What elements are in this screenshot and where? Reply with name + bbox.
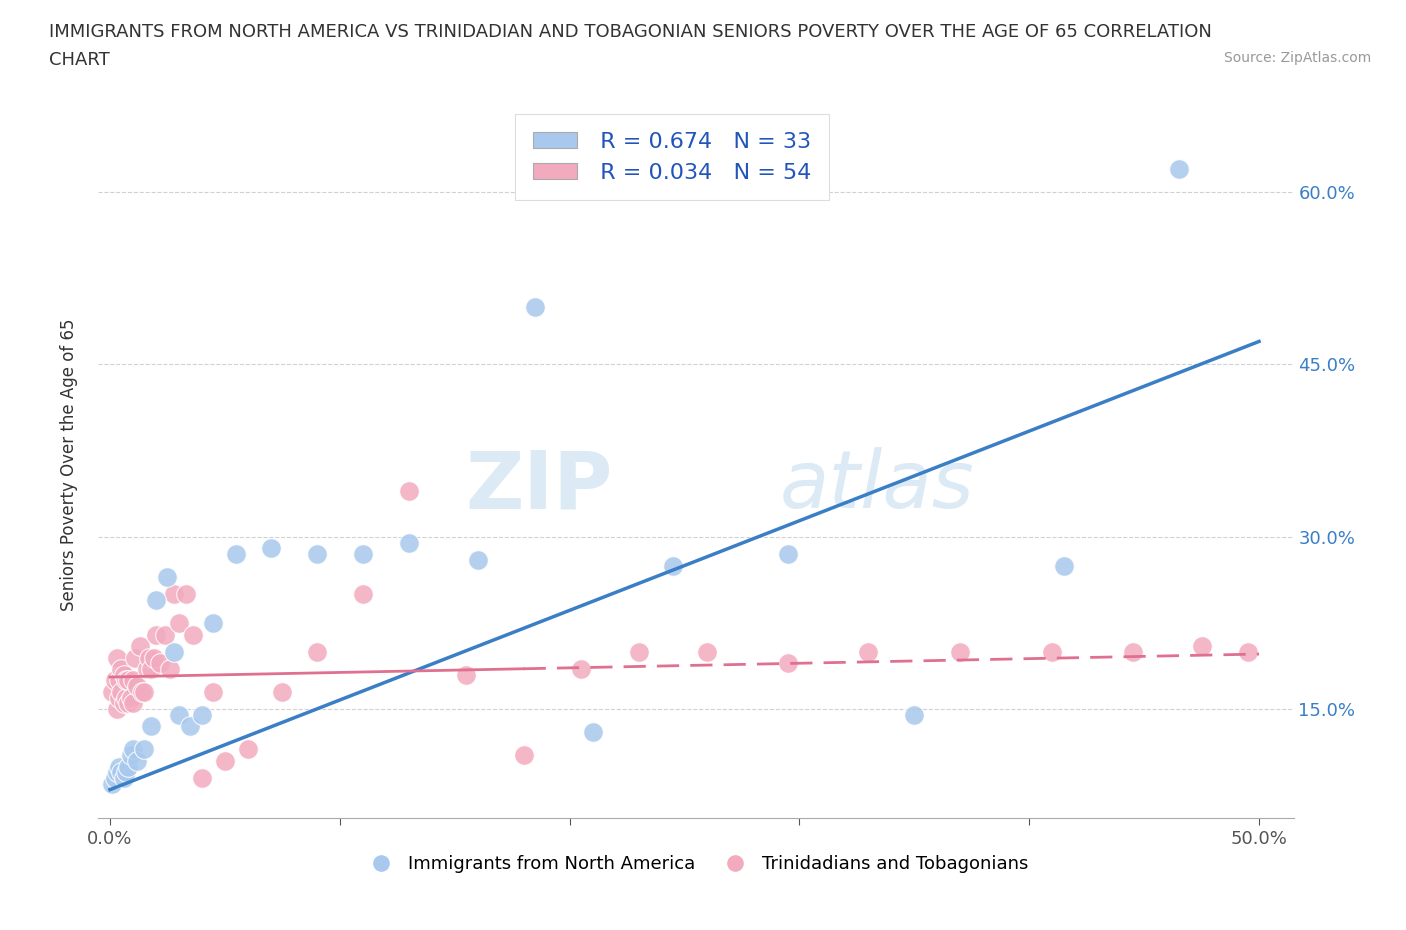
Point bbox=[236, 742, 259, 757]
Text: ZIP: ZIP bbox=[465, 447, 613, 525]
Point bbox=[141, 719, 163, 734]
Point bbox=[569, 661, 592, 676]
Point bbox=[512, 748, 534, 763]
Point bbox=[398, 484, 420, 498]
Point bbox=[179, 719, 201, 734]
Point bbox=[225, 547, 247, 562]
Point bbox=[858, 644, 880, 659]
Point bbox=[1122, 644, 1144, 659]
Point bbox=[141, 661, 163, 676]
Point bbox=[949, 644, 972, 659]
Point bbox=[105, 702, 128, 717]
Point bbox=[135, 661, 157, 676]
Point bbox=[145, 592, 167, 607]
Point bbox=[1191, 639, 1213, 654]
Point bbox=[103, 673, 125, 688]
Point bbox=[159, 661, 181, 676]
Point bbox=[120, 748, 142, 763]
Point bbox=[127, 753, 149, 768]
Point bbox=[124, 650, 146, 665]
Y-axis label: Seniors Poverty Over the Age of 65: Seniors Poverty Over the Age of 65 bbox=[59, 319, 77, 611]
Text: atlas: atlas bbox=[779, 447, 974, 525]
Text: IMMIGRANTS FROM NORTH AMERICA VS TRINIDADIAN AND TOBAGONIAN SENIORS POVERTY OVER: IMMIGRANTS FROM NORTH AMERICA VS TRINIDA… bbox=[49, 23, 1212, 41]
Point bbox=[305, 547, 328, 562]
Point bbox=[1167, 162, 1189, 177]
Point bbox=[156, 569, 179, 584]
Point bbox=[110, 765, 132, 780]
Point bbox=[108, 673, 131, 688]
Point bbox=[696, 644, 718, 659]
Legend: Immigrants from North America, Trinidadians and Tobagonians: Immigrants from North America, Trinidadi… bbox=[356, 847, 1036, 880]
Point bbox=[581, 724, 603, 739]
Point bbox=[112, 696, 135, 711]
Point bbox=[122, 696, 145, 711]
Point bbox=[138, 650, 160, 665]
Text: CHART: CHART bbox=[49, 51, 110, 69]
Point bbox=[149, 656, 172, 671]
Point bbox=[117, 759, 139, 774]
Text: Source: ZipAtlas.com: Source: ZipAtlas.com bbox=[1223, 51, 1371, 65]
Point bbox=[112, 668, 135, 683]
Point bbox=[120, 690, 142, 705]
Point bbox=[145, 627, 167, 642]
Point bbox=[117, 673, 139, 688]
Point bbox=[202, 616, 225, 631]
Point bbox=[110, 684, 132, 699]
Point bbox=[1053, 558, 1076, 573]
Point bbox=[305, 644, 328, 659]
Point bbox=[352, 547, 374, 562]
Point bbox=[134, 684, 156, 699]
Point bbox=[467, 552, 489, 567]
Point bbox=[131, 684, 153, 699]
Point bbox=[110, 661, 132, 676]
Point bbox=[105, 650, 128, 665]
Point bbox=[627, 644, 650, 659]
Point bbox=[167, 708, 190, 723]
Point bbox=[524, 299, 547, 314]
Point bbox=[115, 673, 138, 688]
Point bbox=[191, 771, 214, 786]
Point bbox=[352, 587, 374, 602]
Point bbox=[153, 627, 176, 642]
Point bbox=[214, 753, 236, 768]
Point bbox=[662, 558, 685, 573]
Point bbox=[127, 679, 149, 694]
Point bbox=[903, 708, 925, 723]
Point bbox=[167, 616, 190, 631]
Point bbox=[103, 771, 125, 786]
Point bbox=[105, 765, 128, 780]
Point bbox=[456, 668, 478, 683]
Point bbox=[776, 656, 799, 671]
Point bbox=[108, 690, 131, 705]
Point bbox=[776, 547, 799, 562]
Point bbox=[1040, 644, 1063, 659]
Point bbox=[181, 627, 204, 642]
Point bbox=[122, 673, 145, 688]
Point bbox=[260, 541, 283, 556]
Point bbox=[115, 690, 138, 705]
Point bbox=[398, 535, 420, 550]
Point bbox=[128, 639, 150, 654]
Point bbox=[115, 765, 138, 780]
Point bbox=[163, 587, 186, 602]
Point bbox=[122, 742, 145, 757]
Point bbox=[142, 650, 165, 665]
Point bbox=[202, 684, 225, 699]
Point bbox=[134, 742, 156, 757]
Point bbox=[1236, 644, 1258, 659]
Point bbox=[117, 696, 139, 711]
Point bbox=[174, 587, 197, 602]
Point bbox=[112, 771, 135, 786]
Point bbox=[271, 684, 294, 699]
Point bbox=[101, 777, 124, 791]
Point bbox=[101, 684, 124, 699]
Point bbox=[191, 708, 214, 723]
Point bbox=[163, 644, 186, 659]
Point bbox=[108, 759, 131, 774]
